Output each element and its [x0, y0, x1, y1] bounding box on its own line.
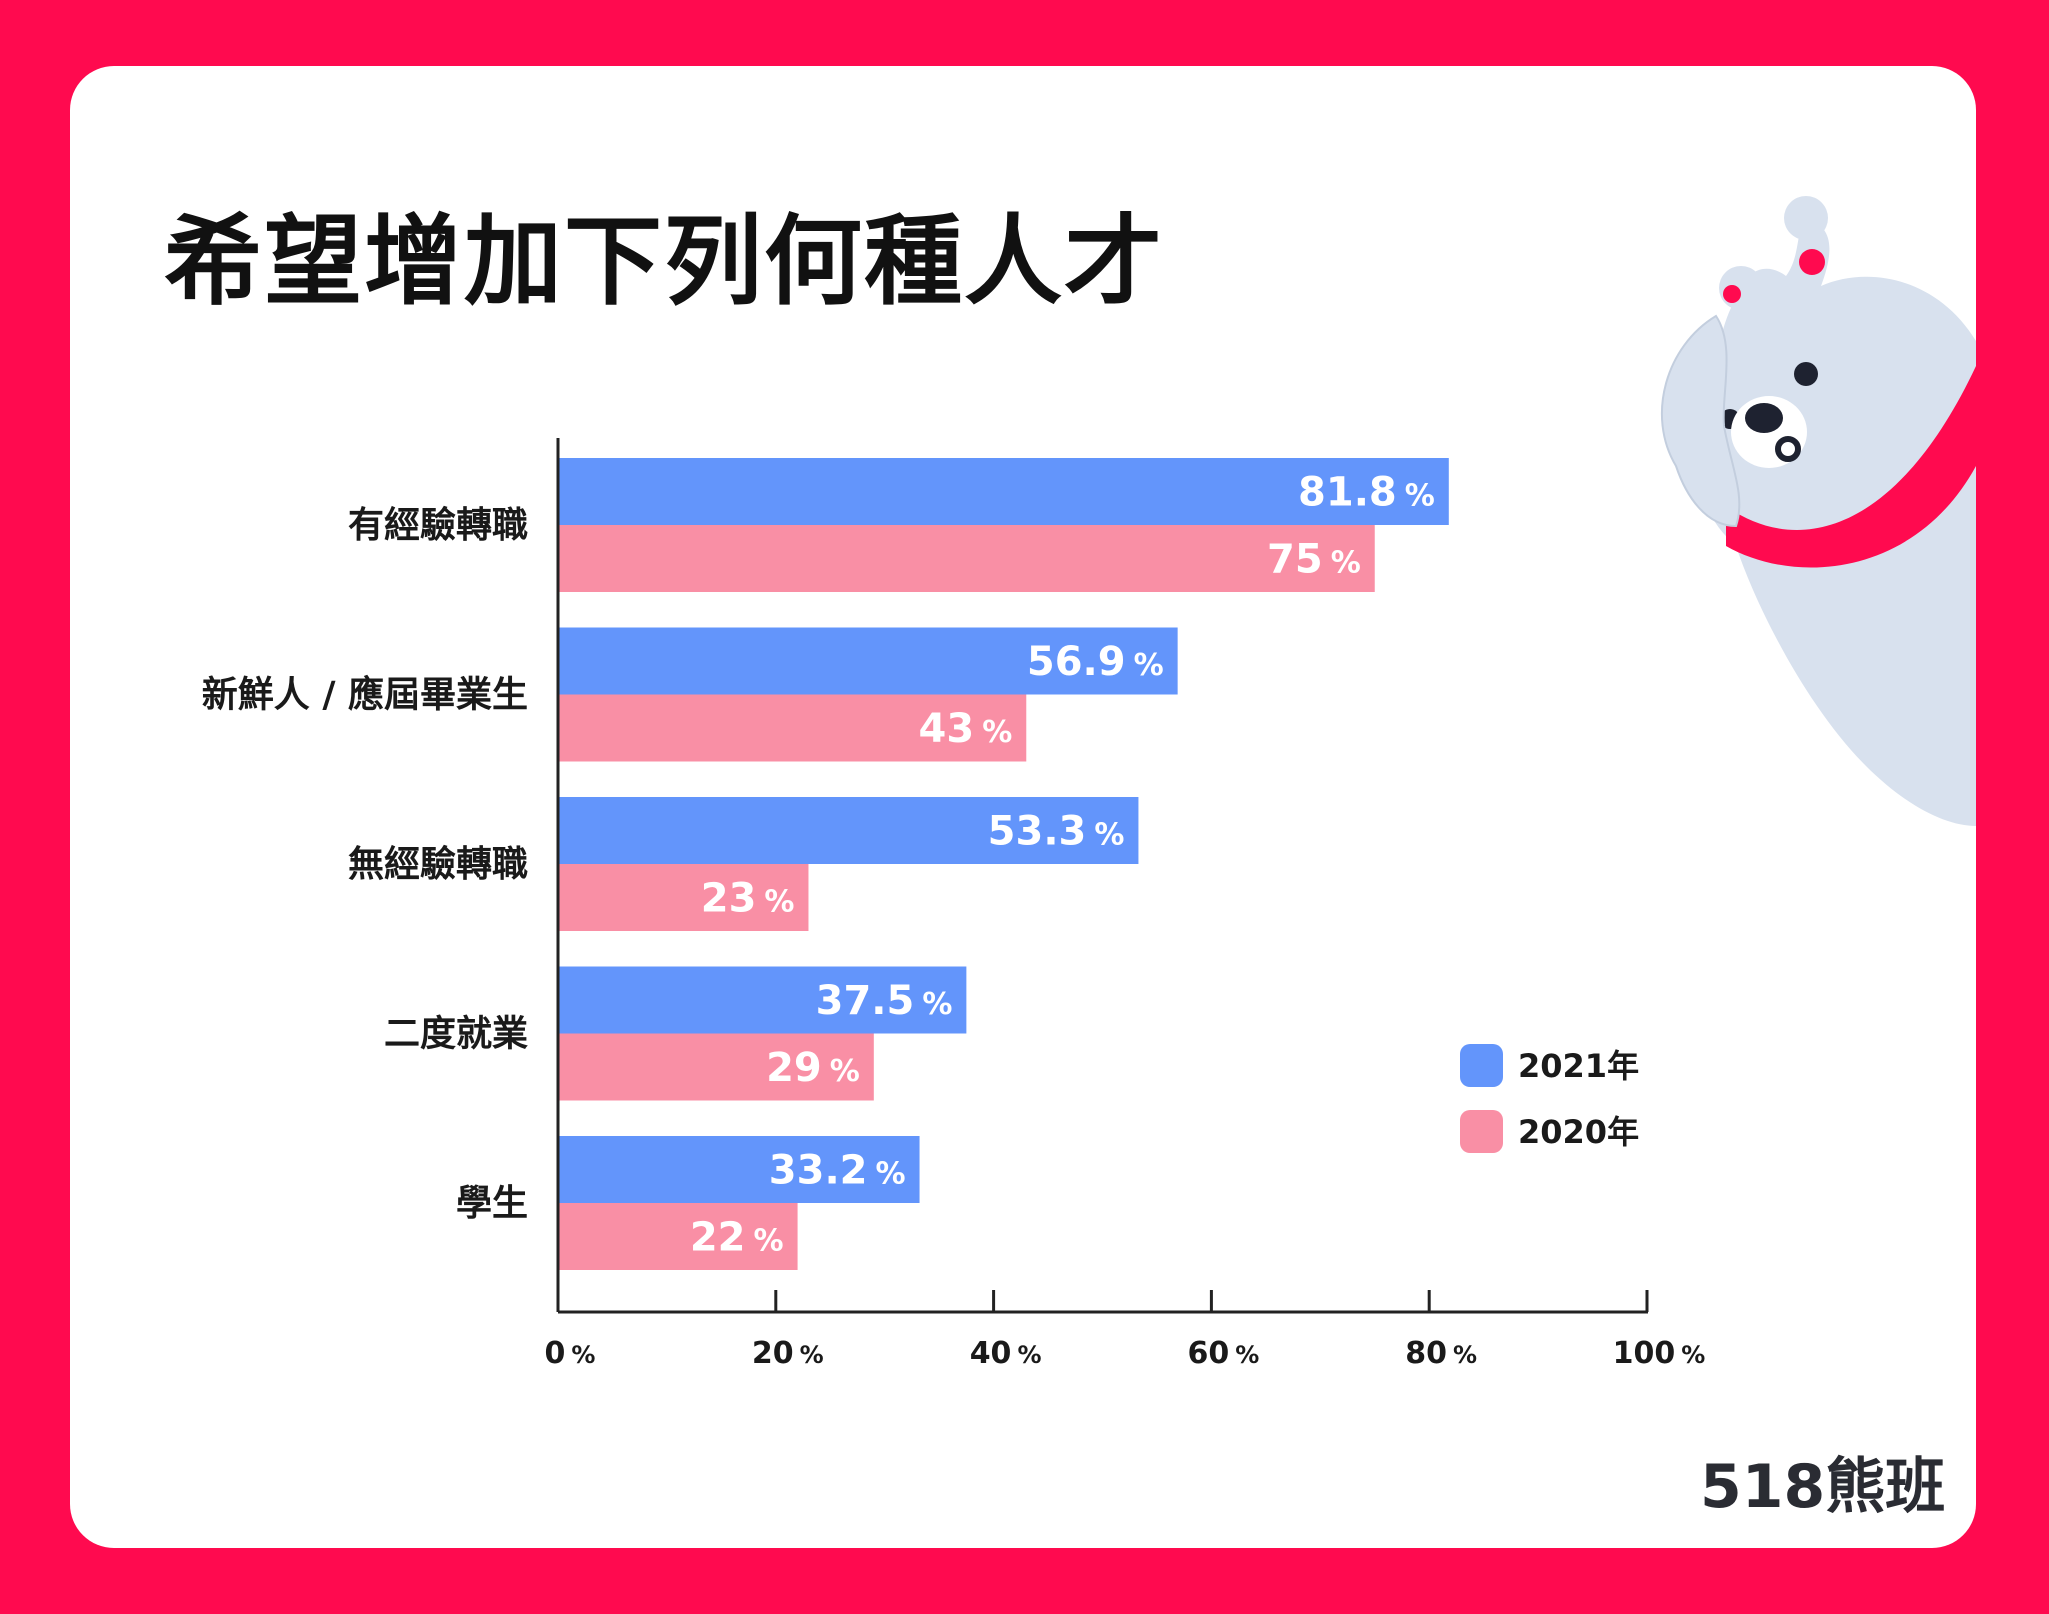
bar-2020-0 [558, 525, 1375, 592]
bar-2020-4 [558, 1203, 798, 1270]
category-label: 新鮮人 / 應屆畢業生 [202, 674, 528, 716]
bar-2020-1 [558, 694, 1027, 762]
x-tick-label: 60% [1188, 1336, 1260, 1371]
legend-label: 2021年 [1518, 1047, 1639, 1085]
bar-2021-2 [558, 797, 1139, 864]
x-tick-label: 80% [1405, 1336, 1477, 1371]
category-label: 學生 [456, 1183, 528, 1224]
x-tick-label: 40% [970, 1336, 1042, 1371]
x-tick-label: 20% [752, 1336, 824, 1371]
x-tick-label: 100% [1613, 1336, 1706, 1371]
bar-2021-1 [558, 627, 1178, 695]
brand-logo-text: 518熊班 [1700, 1452, 1946, 1522]
chart-card: 希望增加下列何種人才 518熊班 [70, 66, 1976, 1548]
data-label: 29% [766, 1045, 860, 1091]
legend-swatch-2021 [1460, 1044, 1503, 1087]
category-label: 無經驗轉職 [348, 843, 528, 885]
category-label: 二度就業 [384, 1014, 528, 1055]
legend-swatch-2020 [1460, 1110, 1503, 1153]
brand-logo: 518熊班 [1700, 1438, 1945, 1525]
bear-mascot-illustration [1661, 196, 1976, 826]
bar-2020-2 [558, 864, 809, 931]
category-label: 有經驗轉職 [348, 504, 528, 546]
legend-label: 2020年 [1518, 1113, 1639, 1151]
bar-2021-0 [558, 458, 1449, 525]
bar-2021-4 [558, 1136, 920, 1203]
x-tick-label: 0% [545, 1336, 596, 1371]
bear-mascot-icon [1661, 196, 1976, 826]
chart-title: 希望增加下列何種人才 [164, 205, 1165, 319]
bar-2021-3 [558, 966, 967, 1034]
bar-2020-3 [558, 1033, 874, 1101]
